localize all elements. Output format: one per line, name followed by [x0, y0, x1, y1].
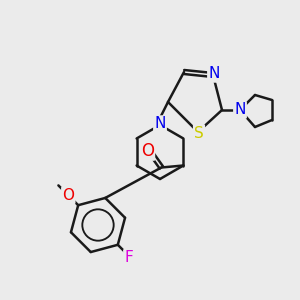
Text: O: O [141, 142, 154, 160]
Text: S: S [194, 125, 204, 140]
Text: N: N [234, 103, 246, 118]
Text: F: F [124, 250, 133, 265]
Text: N: N [208, 67, 220, 82]
Text: N: N [154, 116, 166, 131]
Text: O: O [62, 188, 74, 203]
